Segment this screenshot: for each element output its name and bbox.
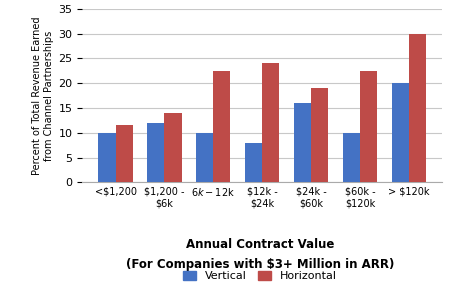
- Bar: [342, 133, 359, 182]
- Bar: [244, 143, 262, 182]
- Bar: [262, 63, 279, 182]
- Bar: [310, 88, 328, 182]
- Y-axis label: Percent of Total Revenue Earned
from Channel Partnerships: Percent of Total Revenue Earned from Cha…: [32, 16, 54, 175]
- Bar: [147, 123, 164, 182]
- Legend: Vertical, Horizontal: Vertical, Horizontal: [178, 266, 341, 285]
- Text: (For Companies with $3+ Million in ARR): (For Companies with $3+ Million in ARR): [126, 258, 393, 271]
- Bar: [196, 133, 213, 182]
- Bar: [359, 71, 376, 182]
- Bar: [164, 113, 181, 182]
- Bar: [213, 71, 230, 182]
- Text: Annual Contract Value: Annual Contract Value: [185, 238, 334, 250]
- Bar: [408, 34, 425, 182]
- Bar: [293, 103, 310, 182]
- Bar: [115, 125, 132, 182]
- Bar: [391, 83, 408, 182]
- Bar: [98, 133, 115, 182]
